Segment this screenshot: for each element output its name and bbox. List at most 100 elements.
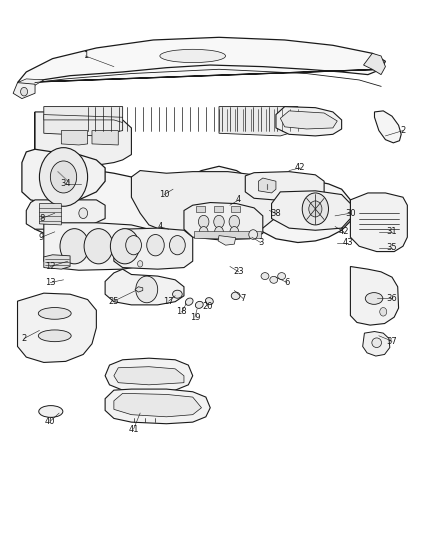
Polygon shape (184, 203, 263, 240)
Circle shape (309, 201, 322, 217)
Ellipse shape (39, 330, 71, 342)
Polygon shape (218, 236, 236, 245)
Text: 4: 4 (236, 196, 241, 204)
Circle shape (110, 229, 139, 264)
Polygon shape (135, 287, 143, 292)
Circle shape (39, 148, 88, 206)
Polygon shape (245, 172, 324, 200)
Polygon shape (13, 83, 35, 99)
Circle shape (84, 229, 113, 264)
Circle shape (170, 236, 185, 255)
Circle shape (60, 229, 89, 264)
Ellipse shape (365, 293, 383, 304)
Circle shape (214, 215, 224, 228)
Ellipse shape (39, 308, 71, 319)
Polygon shape (92, 131, 118, 145)
Ellipse shape (372, 338, 381, 348)
Text: 1: 1 (83, 52, 88, 60)
Text: 6: 6 (284, 278, 290, 287)
Polygon shape (276, 107, 342, 136)
Text: 13: 13 (45, 278, 56, 287)
Polygon shape (44, 255, 70, 269)
Polygon shape (350, 193, 407, 252)
Polygon shape (44, 107, 123, 136)
Circle shape (199, 227, 208, 237)
Polygon shape (22, 149, 105, 203)
Polygon shape (219, 107, 298, 136)
Text: 34: 34 (60, 180, 71, 188)
Ellipse shape (195, 301, 203, 309)
Bar (196, 206, 205, 212)
Polygon shape (105, 358, 193, 392)
Polygon shape (364, 53, 385, 75)
Circle shape (215, 227, 223, 237)
Polygon shape (114, 228, 193, 269)
Text: 18: 18 (177, 308, 187, 316)
Ellipse shape (278, 273, 286, 279)
Ellipse shape (173, 290, 182, 298)
Ellipse shape (205, 297, 213, 305)
Ellipse shape (231, 292, 240, 300)
Circle shape (21, 87, 28, 96)
Polygon shape (26, 200, 105, 229)
Ellipse shape (160, 49, 226, 63)
Polygon shape (44, 223, 158, 270)
Text: 17: 17 (163, 297, 174, 305)
Text: 7: 7 (240, 294, 246, 303)
Circle shape (380, 308, 387, 316)
Ellipse shape (261, 273, 269, 279)
Polygon shape (18, 37, 385, 83)
Text: 43: 43 (343, 238, 353, 247)
Polygon shape (374, 111, 401, 143)
Text: 36: 36 (387, 294, 397, 303)
Circle shape (229, 215, 240, 228)
Polygon shape (44, 115, 123, 123)
Polygon shape (280, 111, 337, 129)
Ellipse shape (249, 230, 258, 239)
Polygon shape (35, 112, 131, 165)
Polygon shape (39, 204, 61, 225)
Polygon shape (114, 367, 184, 385)
Text: 3: 3 (258, 238, 263, 247)
Circle shape (198, 215, 209, 228)
Polygon shape (114, 393, 201, 417)
Text: 31: 31 (387, 228, 397, 236)
Text: 37: 37 (387, 337, 397, 345)
Text: 20: 20 (203, 302, 213, 311)
Text: 42: 42 (295, 164, 305, 172)
Text: 40: 40 (45, 417, 56, 425)
Bar (194, 231, 261, 238)
Text: 10: 10 (159, 190, 170, 199)
Text: 2: 2 (400, 126, 406, 135)
Text: 2: 2 (21, 334, 27, 343)
Polygon shape (131, 171, 280, 236)
Circle shape (230, 227, 239, 237)
Text: 4: 4 (157, 222, 162, 231)
Circle shape (302, 193, 328, 225)
Bar (214, 206, 223, 212)
Text: 8: 8 (39, 214, 44, 223)
Polygon shape (258, 178, 276, 193)
Polygon shape (105, 269, 184, 305)
Text: 9: 9 (39, 233, 44, 241)
Circle shape (136, 276, 158, 303)
Text: 25: 25 (109, 297, 119, 305)
Ellipse shape (185, 298, 193, 305)
Text: 42: 42 (339, 228, 349, 236)
Ellipse shape (270, 276, 278, 284)
Circle shape (126, 236, 141, 255)
Text: 41: 41 (128, 425, 139, 433)
Bar (231, 206, 240, 212)
Polygon shape (61, 131, 88, 145)
Text: 19: 19 (190, 313, 200, 321)
Text: 23: 23 (233, 268, 244, 276)
Polygon shape (105, 389, 210, 424)
Text: 12: 12 (45, 262, 56, 271)
Polygon shape (18, 293, 96, 362)
Circle shape (138, 261, 143, 267)
Circle shape (79, 208, 88, 219)
Text: 30: 30 (345, 209, 356, 217)
Text: 38: 38 (271, 209, 281, 217)
Circle shape (147, 235, 164, 256)
Polygon shape (18, 79, 44, 86)
